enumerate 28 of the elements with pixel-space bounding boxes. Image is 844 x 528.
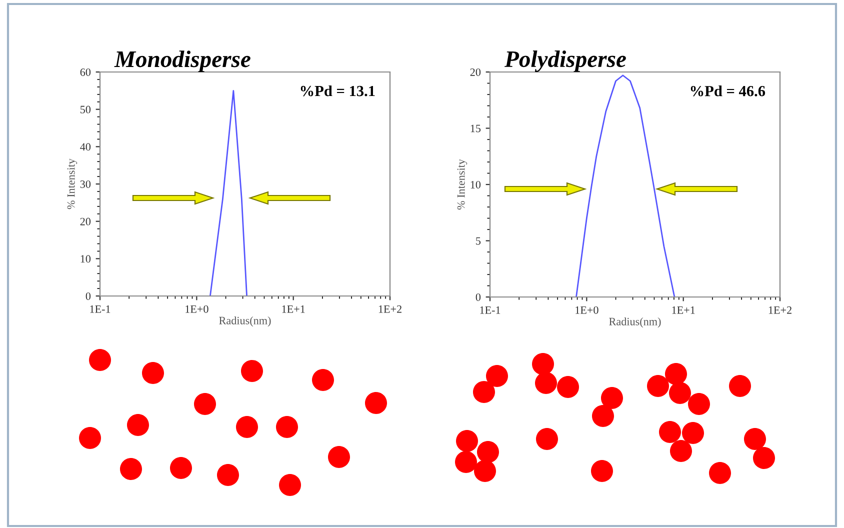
x-tick-label: 1E+2: [378, 305, 402, 313]
y-tick-label: 0: [86, 292, 91, 300]
y-tick-label: 20: [80, 218, 91, 226]
y-axis-title: % Intensity: [457, 159, 468, 210]
y-tick-label: 10: [80, 255, 91, 263]
x-tick-label: 1E+0: [576, 306, 598, 314]
y-tick-label: 10: [470, 180, 481, 188]
y-tick-label: 0: [476, 293, 481, 301]
y-tick-label: 60: [80, 68, 91, 76]
y-tick-label: 5: [476, 237, 481, 245]
annotation: %Pd = 46.6: [690, 86, 766, 96]
annotation: %Pd = 13.1: [300, 85, 375, 96]
chart-title: Monodisperse: [114, 50, 250, 72]
chart-title: Polydisperse: [504, 50, 626, 72]
y-axis-title: % Intensity: [67, 158, 78, 210]
y-tick-label: 50: [80, 106, 91, 114]
x-tick-label: 1E-1: [480, 306, 500, 314]
x-axis-title: Radius(nm): [609, 317, 661, 328]
x-tick-label: 1E+1: [672, 306, 695, 314]
y-tick-label: 30: [80, 180, 91, 188]
x-axis-title: Radius(nm): [219, 316, 271, 327]
y-tick-label: 40: [80, 143, 91, 151]
x-tick-label: 1E+1: [282, 305, 305, 313]
y-tick-label: 15: [470, 124, 481, 132]
x-tick-label: 1E+0: [186, 305, 208, 313]
y-tick-label: 20: [470, 68, 481, 76]
x-tick-label: 1E-1: [90, 305, 110, 313]
x-tick-label: 1E+2: [768, 306, 792, 314]
